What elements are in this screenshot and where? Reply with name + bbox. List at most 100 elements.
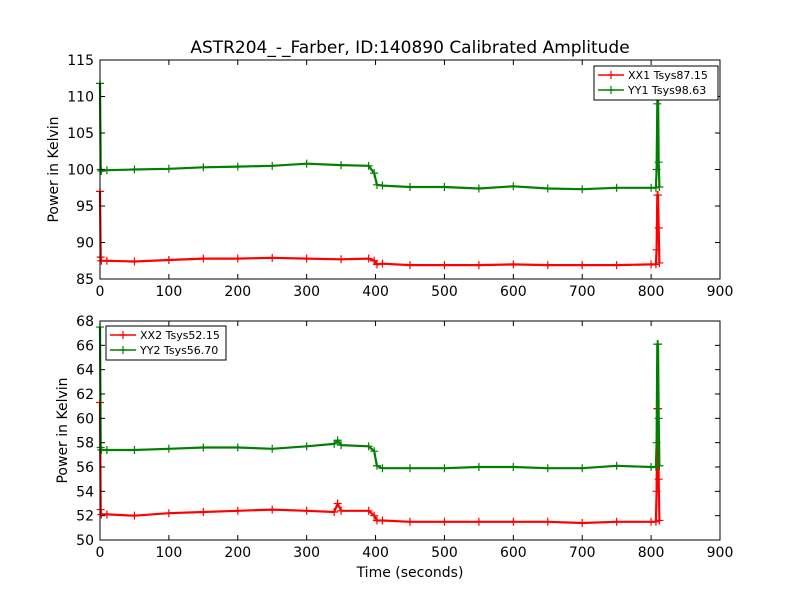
data-point: [102, 166, 111, 175]
x-tick-label: 900: [707, 545, 734, 561]
data-point: [440, 464, 449, 473]
data-point: [652, 487, 661, 496]
legend-marker: [119, 346, 127, 354]
data-point: [233, 506, 242, 515]
x-tick-label: 900: [707, 284, 734, 300]
y-tick-label: 85: [76, 272, 94, 288]
axes-frame: [99, 320, 721, 541]
data-point: [372, 180, 381, 189]
data-point: [440, 261, 449, 270]
y-axis-label: Power in Kelvin: [46, 116, 62, 222]
data-point: [268, 444, 277, 453]
y-tick-label: 54: [76, 484, 94, 500]
data-point: [130, 165, 139, 174]
data-point: [654, 475, 663, 484]
data-point: [612, 517, 621, 526]
data-point: [233, 443, 242, 452]
data-point: [406, 464, 414, 473]
data-point: [509, 260, 518, 269]
legend-label: XX2 Tsys52.15: [140, 329, 220, 342]
data-point: [655, 258, 664, 267]
legend-marker: [607, 71, 615, 79]
x-axis-label: Time (seconds): [356, 565, 464, 581]
data-point: [164, 164, 173, 173]
data-point: [612, 183, 621, 192]
x-tick-label: 400: [362, 284, 389, 300]
data-point: [370, 511, 379, 520]
data-point: [654, 191, 662, 200]
legend-label: XX1 Tsys87.15: [628, 69, 708, 82]
top-panel: 0 100 200 300 400 500 600 700 800 900 85 90 95 100 105…: [46, 53, 733, 300]
data-point: [130, 257, 139, 266]
data-point: [130, 445, 139, 454]
data-point: [102, 445, 111, 454]
data-point: [474, 261, 483, 270]
data-point: [337, 506, 346, 515]
x-tick-label: 600: [500, 284, 527, 300]
y-tick-label: 62: [76, 387, 94, 403]
data-point: [652, 245, 661, 254]
y-tick-label: 110: [67, 90, 94, 106]
data-point: [199, 443, 208, 452]
data-point: [199, 508, 208, 517]
x-tick-label: 800: [638, 284, 665, 300]
x-tick-label: 700: [569, 545, 596, 561]
y-tick-label: 58: [76, 436, 94, 452]
x-tick-label: 600: [500, 545, 527, 561]
data-point: [474, 463, 483, 471]
y-tick-label: 115: [67, 53, 94, 69]
legend: XX1 Tsys87.15 YY1 Tsys98.63: [593, 65, 719, 101]
data-point: [655, 516, 664, 525]
data-point: [199, 163, 208, 172]
data-point: [651, 463, 660, 471]
series-1: [96, 187, 664, 270]
data-point: [654, 340, 662, 349]
data-point: [543, 464, 552, 473]
data-point: [330, 508, 339, 517]
legend-marker: [119, 331, 127, 339]
data-point: [370, 169, 379, 178]
x-tick-label: 700: [569, 284, 596, 300]
x-tick-label: 400: [362, 545, 389, 561]
data-point: [654, 158, 663, 167]
y-tick-label: 100: [67, 163, 94, 179]
data-point: [652, 438, 661, 447]
x-tick-label: 800: [638, 545, 665, 561]
x-tick-label: 200: [224, 545, 251, 561]
series-2: [96, 79, 664, 194]
legend: XX2 Tsys52.15 YY2 Tsys56.70: [105, 325, 227, 361]
data-point: [268, 505, 277, 514]
data-point: [96, 253, 105, 262]
data-point: [655, 461, 664, 470]
y-axis-label: Power in Kelvin: [55, 377, 71, 483]
x-tick-label: 300: [293, 284, 320, 300]
data-point: [509, 517, 518, 526]
data-point: [651, 517, 660, 526]
data-point: [302, 159, 311, 168]
data-point: [440, 517, 449, 526]
y-tick-label: 105: [67, 126, 94, 142]
data-point: [655, 183, 664, 192]
figure-title: ASTR204_-_Farber, ID:140890 Calibrated A…: [190, 38, 629, 58]
data-point: [330, 439, 339, 448]
data-point: [474, 517, 483, 526]
data-point: [378, 464, 387, 473]
y-tick-label: 52: [76, 509, 94, 525]
y-tick-label: 68: [76, 314, 94, 330]
data-point: [102, 510, 111, 519]
data-point: [406, 517, 414, 526]
data-point: [268, 161, 277, 170]
data-point: [130, 511, 139, 520]
data-point: [406, 183, 414, 192]
data-point: [302, 254, 311, 263]
data-point: [654, 223, 663, 232]
x-tick-label: 500: [431, 284, 458, 300]
data-point: [543, 184, 552, 193]
series-1: [96, 398, 664, 527]
legend-label: YY1 Tsys98.63: [627, 84, 706, 97]
legend-marker: [607, 86, 615, 94]
x-tick-label: 0: [96, 284, 105, 300]
data-point: [612, 461, 621, 470]
data-point: [370, 447, 379, 456]
